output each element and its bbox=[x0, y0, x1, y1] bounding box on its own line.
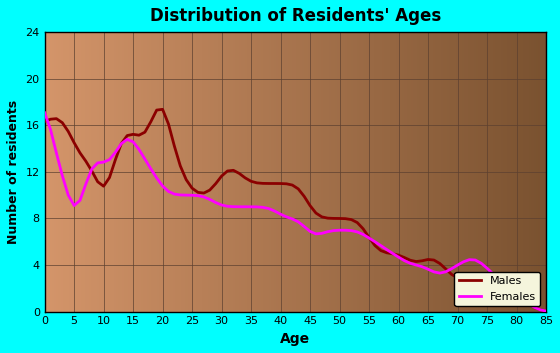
Females bbox=[283, 215, 290, 219]
Title: Distribution of Residents' Ages: Distribution of Residents' Ages bbox=[150, 7, 441, 25]
Males bbox=[41, 119, 48, 124]
Legend: Males, Females: Males, Females bbox=[454, 272, 540, 306]
Females bbox=[466, 258, 473, 262]
Line: Males: Males bbox=[45, 109, 546, 311]
Males bbox=[65, 129, 72, 133]
Females bbox=[41, 110, 48, 115]
Males bbox=[159, 107, 166, 112]
X-axis label: Age: Age bbox=[280, 332, 310, 346]
Y-axis label: Number of residents: Number of residents bbox=[7, 100, 20, 244]
Males bbox=[472, 275, 479, 280]
Males bbox=[94, 180, 101, 184]
Males bbox=[53, 116, 60, 121]
Males bbox=[431, 258, 437, 262]
Females bbox=[424, 267, 431, 271]
Males bbox=[289, 183, 296, 187]
Females bbox=[543, 309, 549, 313]
Females bbox=[94, 161, 101, 165]
Line: Females: Females bbox=[45, 113, 546, 311]
Females bbox=[53, 151, 60, 155]
Males bbox=[543, 309, 549, 313]
Females bbox=[65, 193, 72, 197]
